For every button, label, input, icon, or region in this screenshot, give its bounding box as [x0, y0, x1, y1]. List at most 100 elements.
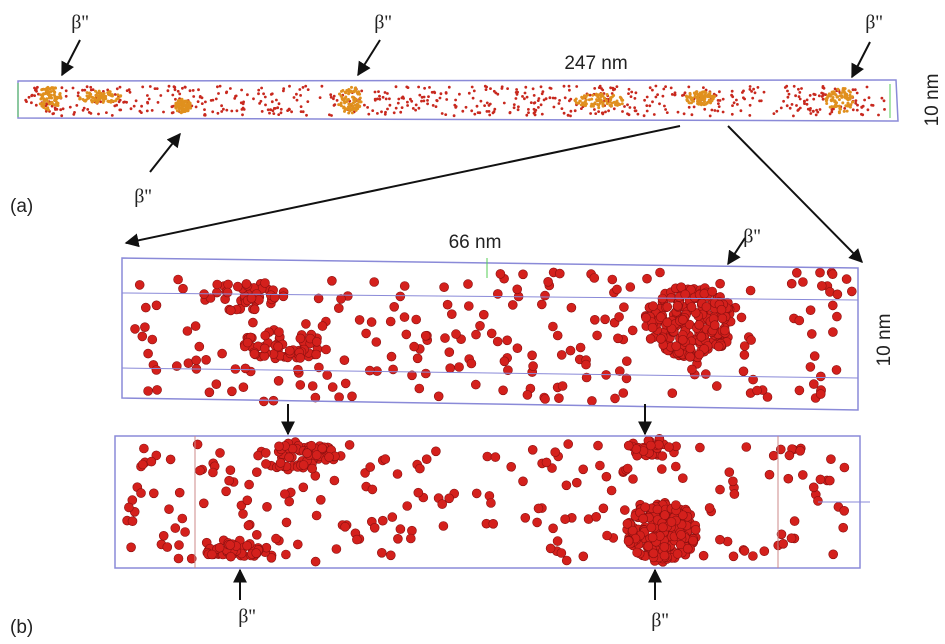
atom — [224, 280, 233, 289]
atom — [830, 111, 833, 114]
atom — [742, 443, 751, 452]
atom — [701, 370, 710, 379]
figure: β'' β'' β'' β'' 247 nm 10 nm (a) 66 nm β… — [0, 0, 945, 644]
atom — [355, 315, 364, 324]
atom — [816, 475, 825, 484]
atom — [476, 105, 479, 108]
atom — [613, 285, 622, 294]
atom — [374, 91, 377, 94]
atom — [825, 102, 828, 105]
atom — [647, 523, 656, 532]
atom — [527, 108, 530, 111]
atom — [695, 96, 698, 99]
atom — [591, 94, 594, 97]
atom — [483, 104, 486, 107]
atom — [513, 344, 522, 353]
atom — [566, 346, 575, 355]
atom — [648, 533, 657, 542]
atom — [555, 269, 564, 278]
atom — [261, 110, 264, 113]
atom — [233, 282, 242, 291]
atom — [609, 96, 612, 99]
atom — [396, 525, 405, 534]
atom — [444, 113, 447, 116]
atom — [568, 85, 571, 88]
atom — [847, 102, 850, 105]
atom — [609, 104, 612, 107]
atom — [613, 88, 616, 91]
atom — [299, 461, 308, 470]
atom — [402, 330, 411, 339]
atom — [601, 315, 610, 324]
atom — [220, 110, 223, 113]
atom — [165, 505, 174, 514]
atom — [517, 105, 520, 108]
atom — [530, 101, 533, 104]
atom — [343, 101, 346, 104]
atom — [586, 93, 589, 96]
precipitate-label: β'' — [134, 186, 151, 208]
atom — [839, 523, 848, 532]
atom — [106, 100, 109, 103]
atom — [630, 95, 633, 98]
atom — [809, 112, 812, 115]
atom — [370, 523, 379, 532]
atom — [725, 468, 734, 477]
atom — [852, 108, 855, 111]
atom — [587, 396, 596, 405]
atom — [711, 97, 714, 100]
atom — [285, 346, 294, 355]
atom — [472, 489, 481, 498]
atom — [489, 103, 492, 106]
atom — [288, 85, 291, 88]
atom — [244, 521, 253, 530]
atom — [241, 113, 244, 116]
atom — [240, 101, 243, 104]
atom — [493, 90, 496, 93]
atom — [308, 464, 317, 473]
atom — [439, 522, 448, 531]
atom — [65, 89, 68, 92]
atom — [414, 488, 423, 497]
atom — [406, 101, 409, 104]
atom — [722, 111, 725, 114]
atom — [380, 110, 383, 113]
atom — [130, 107, 133, 110]
precipitate-label: β'' — [651, 610, 668, 632]
atom — [195, 342, 204, 351]
atom — [620, 98, 623, 101]
atom — [406, 104, 409, 107]
atom — [174, 88, 177, 91]
atom — [351, 96, 354, 99]
atom — [817, 281, 826, 290]
atom — [332, 97, 335, 100]
atom — [77, 91, 80, 94]
atom — [719, 99, 722, 102]
atom — [199, 96, 202, 99]
atom — [718, 105, 721, 108]
atom — [81, 89, 84, 92]
atom — [441, 334, 450, 343]
atom — [400, 313, 409, 322]
atom — [217, 112, 220, 115]
atom — [537, 106, 540, 109]
width-label: 10 nm — [874, 314, 895, 367]
atom — [215, 543, 224, 552]
atom — [500, 357, 509, 366]
atom — [671, 501, 680, 510]
atom — [715, 535, 724, 544]
atom — [176, 104, 179, 107]
atom — [592, 512, 601, 521]
atom — [219, 85, 222, 88]
atom — [646, 110, 649, 113]
atom — [288, 108, 291, 111]
atom — [420, 100, 423, 103]
atom — [441, 112, 444, 115]
atom — [440, 283, 449, 292]
atom — [478, 111, 481, 114]
atom — [185, 100, 188, 103]
atom — [663, 302, 672, 311]
atom — [599, 102, 602, 105]
atom — [341, 522, 350, 531]
atom — [626, 283, 635, 292]
